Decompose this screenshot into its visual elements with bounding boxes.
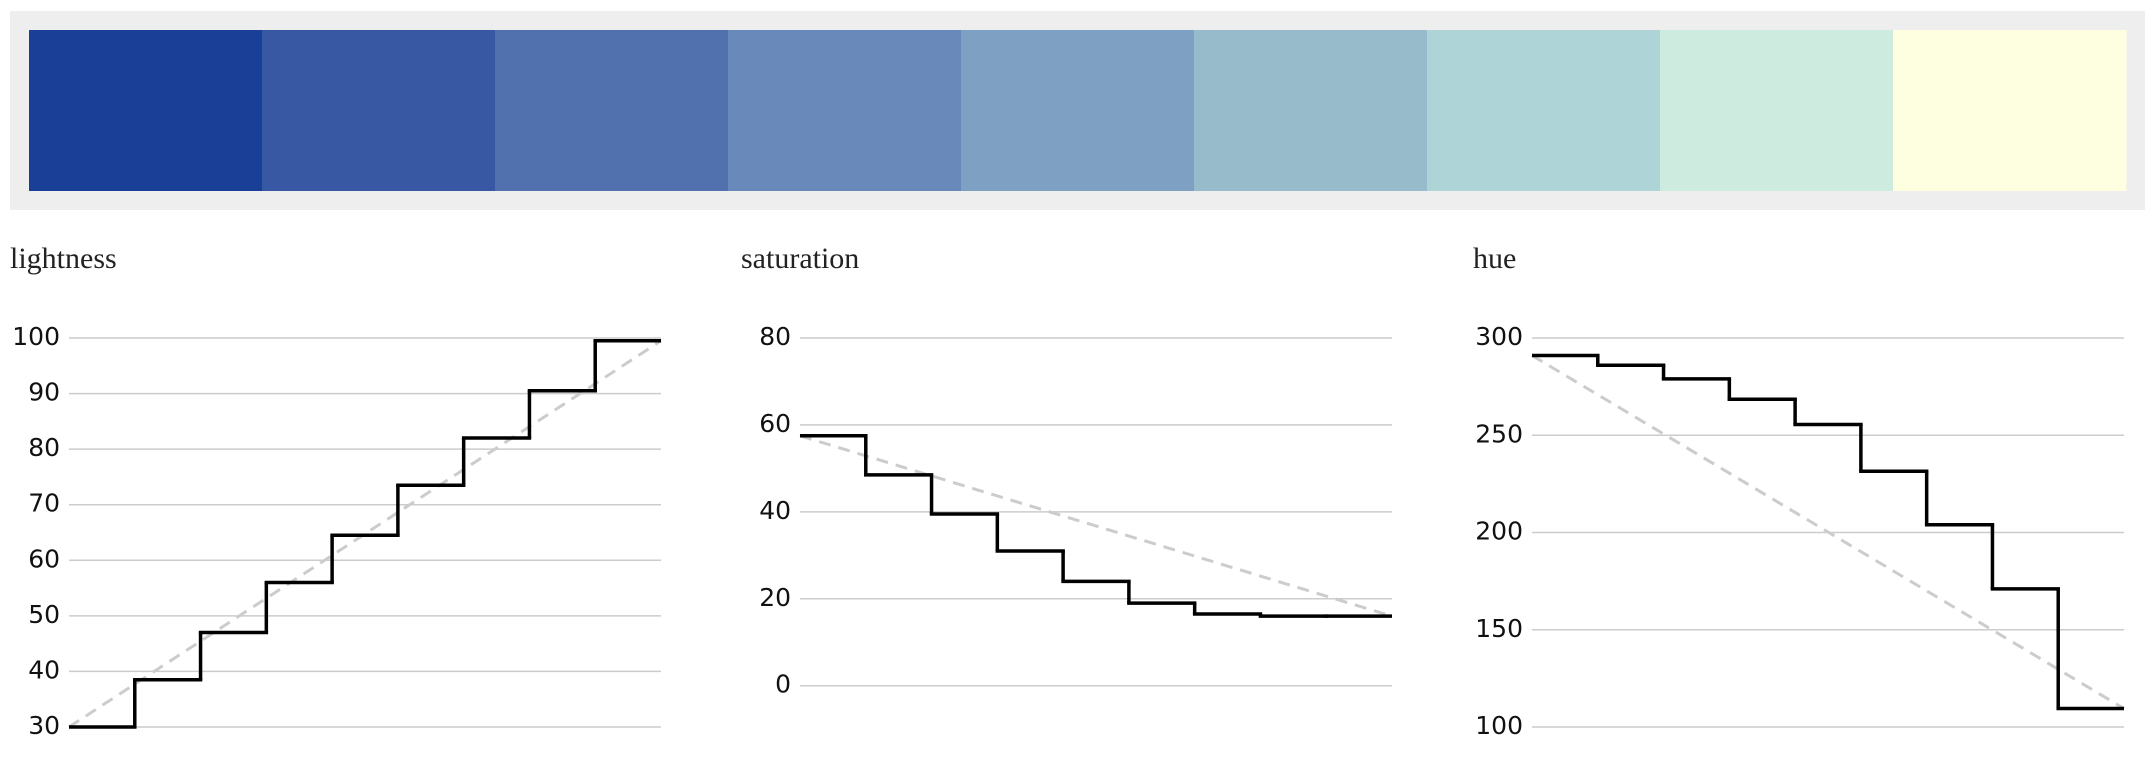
y-tick-label: 60	[28, 544, 60, 573]
y-tick-label: 80	[759, 322, 791, 351]
y-tick-label: 300	[1475, 322, 1523, 351]
reference-line	[1531, 354, 2125, 710]
y-tick-label: 0	[775, 670, 791, 699]
swatch	[1427, 30, 1661, 191]
y-tick-label: 200	[1475, 517, 1523, 546]
y-tick-label: 80	[28, 433, 60, 462]
y-tick-label: 60	[759, 409, 791, 438]
y-tick-label: 150	[1475, 614, 1523, 643]
palette	[29, 30, 2127, 191]
y-tick-label: 20	[759, 583, 791, 612]
y-tick-label: 50	[28, 600, 60, 629]
swatch	[262, 30, 496, 191]
swatch	[1660, 30, 1894, 191]
swatch	[961, 30, 1195, 191]
y-tick-label: 40	[28, 655, 60, 684]
y-tick-label: 70	[28, 489, 60, 518]
y-tick-label: 100	[1475, 711, 1523, 740]
y-tick-label: 90	[28, 378, 60, 407]
swatch	[1893, 30, 2127, 191]
swatch	[728, 30, 962, 191]
reference-line	[68, 339, 662, 729]
y-tick-label: 40	[759, 496, 791, 525]
y-tick-label: 100	[12, 322, 60, 351]
charts: lightness 30 40 50 60 70 80 90 100 saturation 0 20 4…	[10, 242, 2125, 740]
swatch	[1194, 30, 1428, 191]
y-tick-label: 30	[28, 711, 60, 740]
swatch	[495, 30, 729, 191]
reference-line	[799, 434, 1393, 618]
y-tick-label: 250	[1475, 419, 1523, 448]
swatch	[29, 30, 263, 191]
chart-title: hue	[1473, 242, 1516, 275]
chart-title: saturation	[741, 242, 859, 275]
chart-title: lightness	[10, 242, 117, 275]
